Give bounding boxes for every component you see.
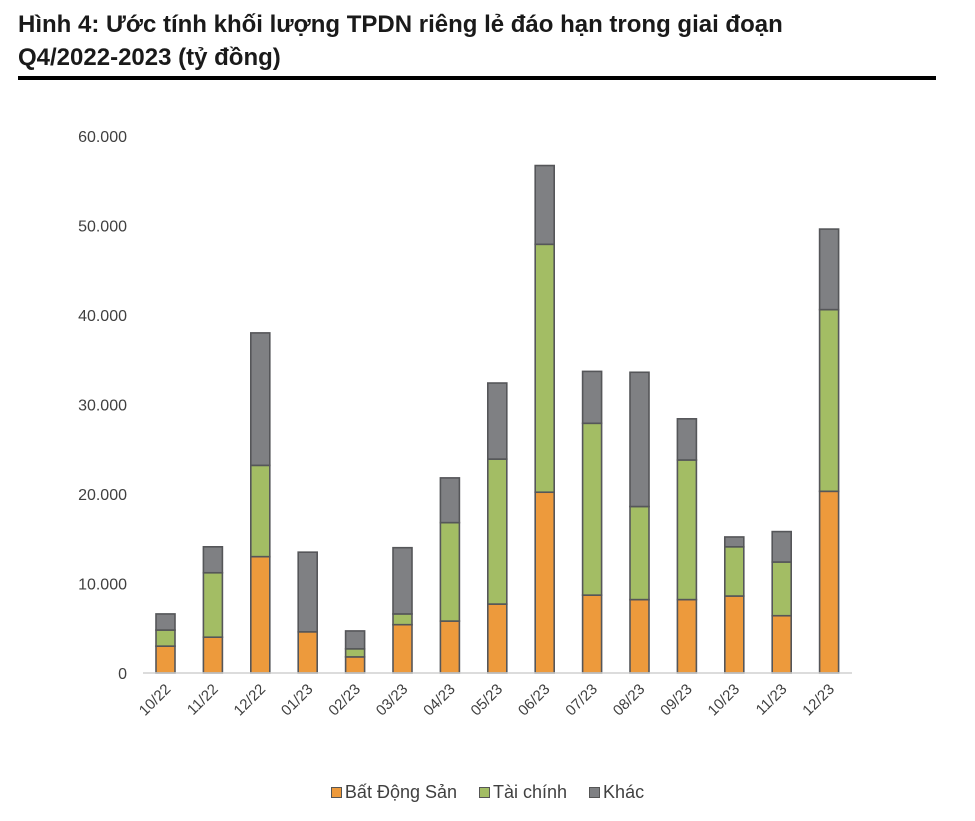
x-tick-label: 08/23 [610,681,649,720]
bar-segment [344,630,366,650]
bar-segment [250,555,271,674]
x-tick-label: 06/23 [515,681,554,720]
bar-segment [439,620,461,674]
bar-segment [534,164,556,246]
bar-stack-01-23 [297,551,319,674]
x-tick-label: 01/23 [278,681,317,720]
bar-segment [155,629,176,647]
bar-stack-08-23 [629,371,650,674]
bar-stack-11-22 [202,546,224,674]
bar-segment [581,370,603,425]
legend-item: Bất Động Sản [330,782,457,803]
bar-stack-03-23 [392,546,413,674]
legend-label: Bất Động Sản [344,782,457,802]
bar-segment [629,505,650,601]
x-tick-label: 11/22 [184,681,222,719]
x-tick-label: 10/22 [136,681,175,720]
legend-item: Tài chính [479,782,567,803]
bar-segment [771,614,793,674]
bar-segment [202,636,224,674]
y-axis-ticks: 0 10.000 20.000 30.000 40.000 50.000 60.000 [78,129,127,683]
bar-segment [202,571,224,639]
y-tick-label: 50.000 [78,219,127,236]
bar-segment [250,332,271,467]
x-tick-label: 02/23 [325,681,364,720]
bar-segment [344,656,366,674]
legend-label: Khác [603,782,645,802]
y-tick-label: 30.000 [78,398,127,415]
legend-item: Khác [589,782,644,803]
x-tick-label: 11/23 [753,681,791,719]
legend-swatch [589,787,601,798]
bar-segment [344,648,366,658]
x-tick-label: 12/22 [231,681,270,720]
bar-segment [581,594,603,674]
bar-segment [392,613,413,626]
bar-segment [629,598,650,674]
bar-segment [676,459,698,601]
bar-segment [581,422,603,596]
legend-label: Tài chính [493,782,568,802]
bar-segment [155,613,176,631]
bar-stack-02-23 [344,630,366,674]
bar-stack-12-22 [250,332,271,674]
bar-segment [297,631,319,674]
bar-segment [439,521,461,622]
bar-segment [486,382,508,460]
bar-stack-10-23 [723,536,745,674]
bar-stack-04-23 [439,477,461,674]
title-underline-rule [18,76,936,80]
bar-segment [818,228,840,311]
bar-segment [202,546,224,574]
y-tick-label: 20.000 [78,487,127,504]
bar-segment [676,418,698,461]
bars [155,164,840,674]
x-tick-label: 04/23 [420,681,459,720]
y-tick-label: 40.000 [78,308,127,325]
chart-title-line-1: Hình 4: Ước tính khối lượng TPDN riêng l… [18,11,783,38]
legend: Bất Động Sản Tài chính Khác [0,782,975,803]
bar-segment [155,645,176,674]
chart-title: Hình 4: Ước tính khối lượng TPDN riêng l… [18,8,948,74]
x-tick-label: 07/23 [562,681,601,720]
x-tick-label: 03/23 [373,681,412,720]
x-tick-label: 09/23 [657,681,696,720]
bar-segment [534,491,556,674]
bar-segment [818,490,840,674]
bar-segment [392,623,413,674]
bar-stack-06-23 [534,164,556,674]
y-tick-label: 60.000 [78,129,127,146]
y-tick-label: 10.000 [78,577,127,594]
bar-stack-09-23 [676,418,698,674]
y-tick-label: 0 [118,666,127,683]
bar-segment [392,546,413,615]
bar-segment [723,595,745,674]
legend-swatch [479,787,490,798]
x-tick-label: 10/23 [705,681,744,720]
bar-segment [629,371,650,508]
bar-stack-12-23 [818,228,840,674]
bar-segment [250,464,271,558]
x-axis-ticks: 10/22 11/22 12/22 01/23 02/23 03/23 04/23 05/23… [136,681,838,720]
bar-stack-10-22 [155,613,176,674]
bar-stack-11-23 [771,530,793,674]
bar-segment [439,477,461,524]
x-tick-label: 05/23 [468,681,507,720]
bar-segment [486,603,508,674]
bar-segment [297,551,319,633]
bar-segment [723,546,745,597]
bar-segment [771,530,793,563]
bar-segment [534,243,556,494]
bar-segment [771,561,793,617]
bar-stack-07-23 [581,370,603,674]
chart-title-line-2: Q4/2022-2023 (tỷ đồng) [18,44,281,71]
x-tick-label: 12/23 [799,681,838,720]
bar-segment [486,458,508,605]
bar-segment [723,536,745,548]
legend-swatch [330,787,342,798]
bar-stack-05-23 [486,382,508,674]
bar-segment [676,598,698,674]
bar-segment [818,308,840,493]
